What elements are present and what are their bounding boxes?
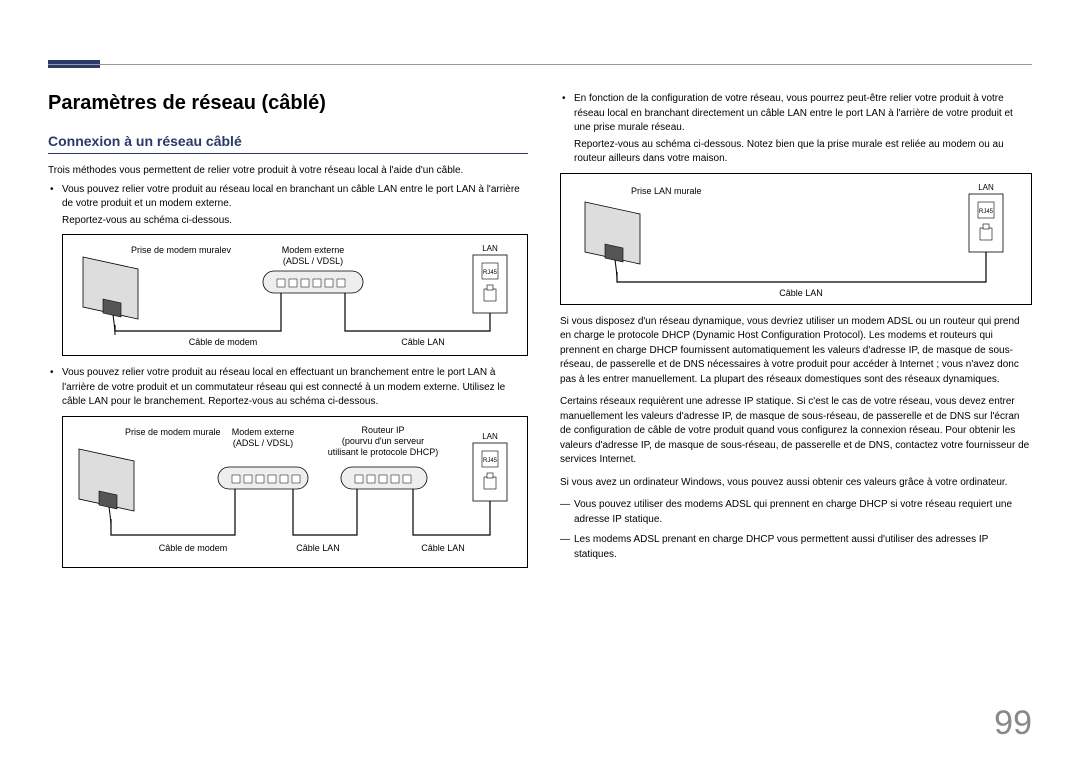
diagram-1: Prise de modem muralev Modem externe(ADSL… <box>62 234 528 356</box>
svg-text:LAN: LAN <box>482 244 498 253</box>
svg-text:Routeur IP: Routeur IP <box>361 425 404 435</box>
svg-text:(ADSL / VDSL): (ADSL / VDSL) <box>283 256 343 266</box>
svg-text:utilisant le protocole DHCP): utilisant le protocole DHCP) <box>328 447 439 457</box>
svg-text:Câble LAN: Câble LAN <box>421 543 465 553</box>
bullet-subtext: Reportez-vous au schéma ci-dessous. Note… <box>574 138 1032 167</box>
svg-text:RJ45: RJ45 <box>483 458 498 464</box>
svg-text:Câble LAN: Câble LAN <box>779 288 823 298</box>
bullet-text: En fonction de la configuration de votre… <box>574 93 1013 133</box>
svg-text:(pourvu d'un serveur: (pourvu d'un serveur <box>342 436 424 446</box>
svg-text:Prise LAN murale: Prise LAN murale <box>631 186 702 196</box>
svg-text:Prise de modem murale: Prise de modem murale <box>125 427 221 437</box>
header-rule <box>48 64 1032 65</box>
para: Certains réseaux requièrent une adresse … <box>560 395 1032 468</box>
diagram-2: Prise de modem murale Modem externe(ADSL … <box>62 416 528 568</box>
bullet-list-1: Vous pouvez relier votre produit au rése… <box>48 183 528 229</box>
svg-text:Prise de modem muralev: Prise de modem muralev <box>131 245 232 255</box>
svg-text:LAN: LAN <box>978 183 994 192</box>
svg-text:Câble de modem: Câble de modem <box>189 337 258 347</box>
page-number: 99 <box>994 704 1032 743</box>
svg-text:LAN: LAN <box>482 432 498 441</box>
svg-text:RJ45: RJ45 <box>979 209 994 215</box>
page-title: Paramètres de réseau (câblé) <box>48 92 528 115</box>
list-item: Vous pouvez relier votre produit au rése… <box>62 366 528 410</box>
bullet-list-2: Vous pouvez relier votre produit au rése… <box>48 366 528 410</box>
diagram-3: Prise LAN murale LAN RJ45 Câble LAN <box>560 173 1032 305</box>
list-item: En fonction de la configuration de votre… <box>574 92 1032 167</box>
svg-text:Modem externe: Modem externe <box>232 427 295 437</box>
bullet-text: Vous pouvez relier votre produit au rése… <box>62 184 520 210</box>
svg-text:Modem externe: Modem externe <box>282 245 345 255</box>
dash-list: Vous pouvez utiliser des modems ADSL qui… <box>560 498 1032 562</box>
svg-text:Câble LAN: Câble LAN <box>296 543 340 553</box>
intro-text: Trois méthodes vous permettent de relier… <box>48 164 528 179</box>
list-item: Vous pouvez relier votre produit au rése… <box>62 183 528 229</box>
right-column: En fonction de la configuration de votre… <box>560 92 1032 568</box>
svg-text:Câble de modem: Câble de modem <box>159 543 228 553</box>
dash-item: Les modems ADSL prenant en charge DHCP v… <box>574 533 1032 562</box>
section-heading: Connexion à un réseau câblé <box>48 133 528 154</box>
dash-item: Vous pouvez utiliser des modems ADSL qui… <box>574 498 1032 527</box>
left-column: Paramètres de réseau (câblé) Connexion à… <box>48 92 528 578</box>
bullet-list-right: En fonction de la configuration de votre… <box>560 92 1032 167</box>
para: Si vous disposez d'un réseau dynamique, … <box>560 315 1032 388</box>
svg-text:RJ45: RJ45 <box>483 270 498 276</box>
bullet-subtext: Reportez-vous au schéma ci-dessous. <box>62 214 528 229</box>
svg-text:(ADSL / VDSL): (ADSL / VDSL) <box>233 438 293 448</box>
svg-text:Câble LAN: Câble LAN <box>401 337 445 347</box>
para: Si vous avez un ordinateur Windows, vous… <box>560 476 1032 491</box>
bullet-text: Vous pouvez relier votre produit au rése… <box>62 367 505 407</box>
